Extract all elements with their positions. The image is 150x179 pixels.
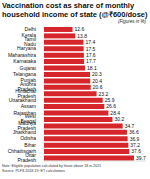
- svg-text:18.1: 18.1: [87, 65, 97, 71]
- svg-text:36.9: 36.9: [130, 136, 140, 142]
- svg-text:30.2: 30.2: [114, 116, 124, 122]
- svg-text:Karnataka: Karnataka: [13, 58, 36, 64]
- svg-text:20.6: 20.6: [93, 84, 103, 90]
- svg-text:20.4: 20.4: [92, 78, 102, 84]
- svg-text:UttarPradesh: UttarPradesh: [17, 152, 36, 163]
- svg-text:Maharashtra: Maharashtra: [8, 52, 36, 58]
- svg-text:17.4: 17.4: [85, 39, 95, 45]
- svg-text:17.6: 17.6: [86, 52, 96, 58]
- svg-text:39.7: 39.7: [136, 155, 142, 161]
- svg-text:12.6: 12.6: [75, 26, 85, 32]
- svg-text:17.5: 17.5: [86, 46, 96, 52]
- svg-text:Jharkhand: Jharkhand: [13, 129, 37, 135]
- svg-text:37.2: 37.2: [130, 142, 140, 148]
- svg-text:17.7: 17.7: [86, 58, 96, 64]
- svg-text:13.8: 13.8: [77, 33, 87, 39]
- svg-text:28.4: 28.4: [110, 110, 120, 116]
- svg-text:26.6: 26.6: [106, 103, 116, 109]
- svg-text:Assam: Assam: [21, 103, 36, 109]
- svg-text:23.2: 23.2: [99, 91, 109, 97]
- svg-text:20.3: 20.3: [92, 71, 102, 77]
- svg-text:Haryana: Haryana: [17, 45, 36, 51]
- svg-text:25.9: 25.9: [105, 97, 115, 103]
- svg-text:37.6: 37.6: [131, 148, 141, 154]
- svg-text:Telangana: Telangana: [13, 71, 36, 77]
- svg-text:Gujarat: Gujarat: [20, 65, 37, 71]
- svg-text:Odisha: Odisha: [20, 135, 36, 141]
- svg-text:36.6: 36.6: [129, 129, 139, 135]
- svg-text:Delhi: Delhi: [25, 26, 36, 32]
- svg-text:34.7: 34.7: [125, 123, 135, 129]
- svg-text:Uttarakhand: Uttarakhand: [9, 97, 36, 103]
- svg-text:Bihar: Bihar: [24, 142, 36, 148]
